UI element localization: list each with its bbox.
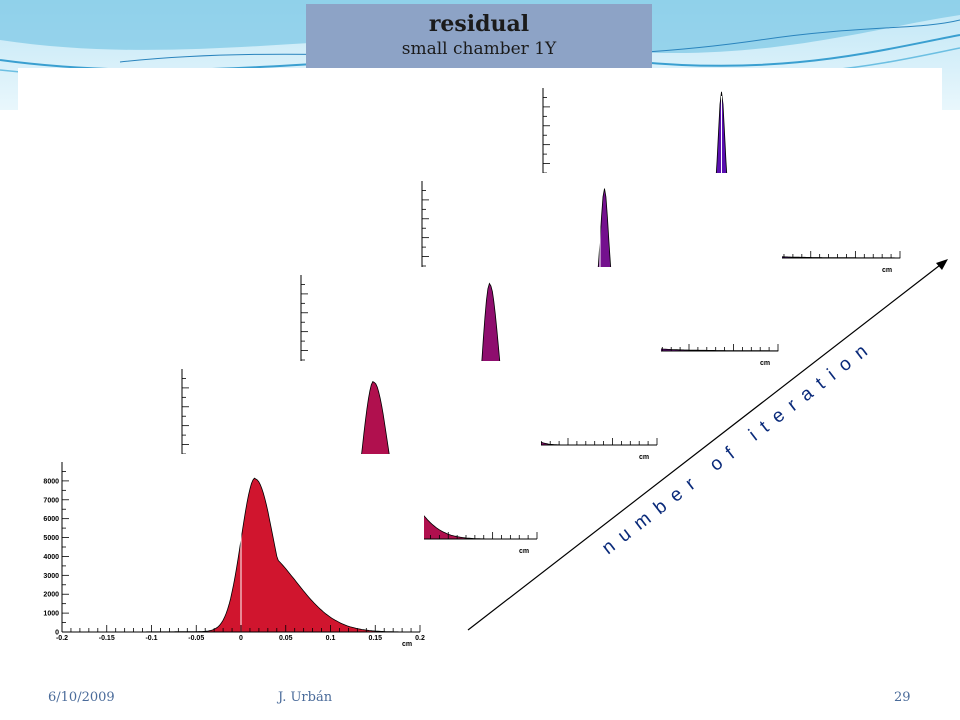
x-tick-label: 0 — [239, 635, 243, 642]
footer-page-number: 29 — [894, 690, 911, 705]
y-tick-label: 2000 — [43, 592, 59, 599]
y-tick-label: 8000 — [43, 478, 59, 485]
y-tick-label: 0 — [55, 630, 59, 637]
x-unit-label: cm — [760, 360, 770, 367]
footer-date: 6/10/2009 — [48, 690, 115, 705]
title-box: residual small chamber 1Y — [306, 4, 652, 70]
y-tick-label: 5000 — [43, 535, 59, 542]
y-tick-label: 6000 — [43, 516, 59, 523]
slide-subtitle: small chamber 1Y — [401, 39, 557, 59]
x-tick-label: -0.15 — [99, 635, 115, 642]
x-tick-label: -0.2 — [56, 635, 68, 642]
x-unit-label: cm — [639, 454, 649, 461]
x-unit-label: cm — [402, 641, 412, 648]
iteration-arrow — [467, 259, 948, 631]
footer-author: J. Urbán — [278, 690, 333, 705]
x-unit-label: cm — [519, 548, 529, 555]
x-tick-label: 0.05 — [279, 635, 293, 642]
x-unit-label: cm — [882, 267, 892, 274]
x-tick-label: 0.1 — [326, 635, 336, 642]
x-tick-label: 0.2 — [415, 635, 425, 642]
y-tick-label: 3000 — [43, 573, 59, 580]
y-tick-label: 4000 — [43, 554, 59, 561]
histogram-panel-1: cm -0.2 -0.15 -0.1 -0.05 0 0.05 0.1 0.15 0.2 0 1000… — [43, 454, 425, 648]
x-tick-label: 0.15 — [368, 635, 382, 642]
x-tick-label: -0.1 — [145, 635, 157, 642]
x-tick-label: -0.05 — [188, 635, 204, 642]
slide-title: residual — [428, 11, 530, 37]
y-tick-label: 1000 — [43, 611, 59, 618]
y-tick-label: 7000 — [43, 497, 59, 504]
